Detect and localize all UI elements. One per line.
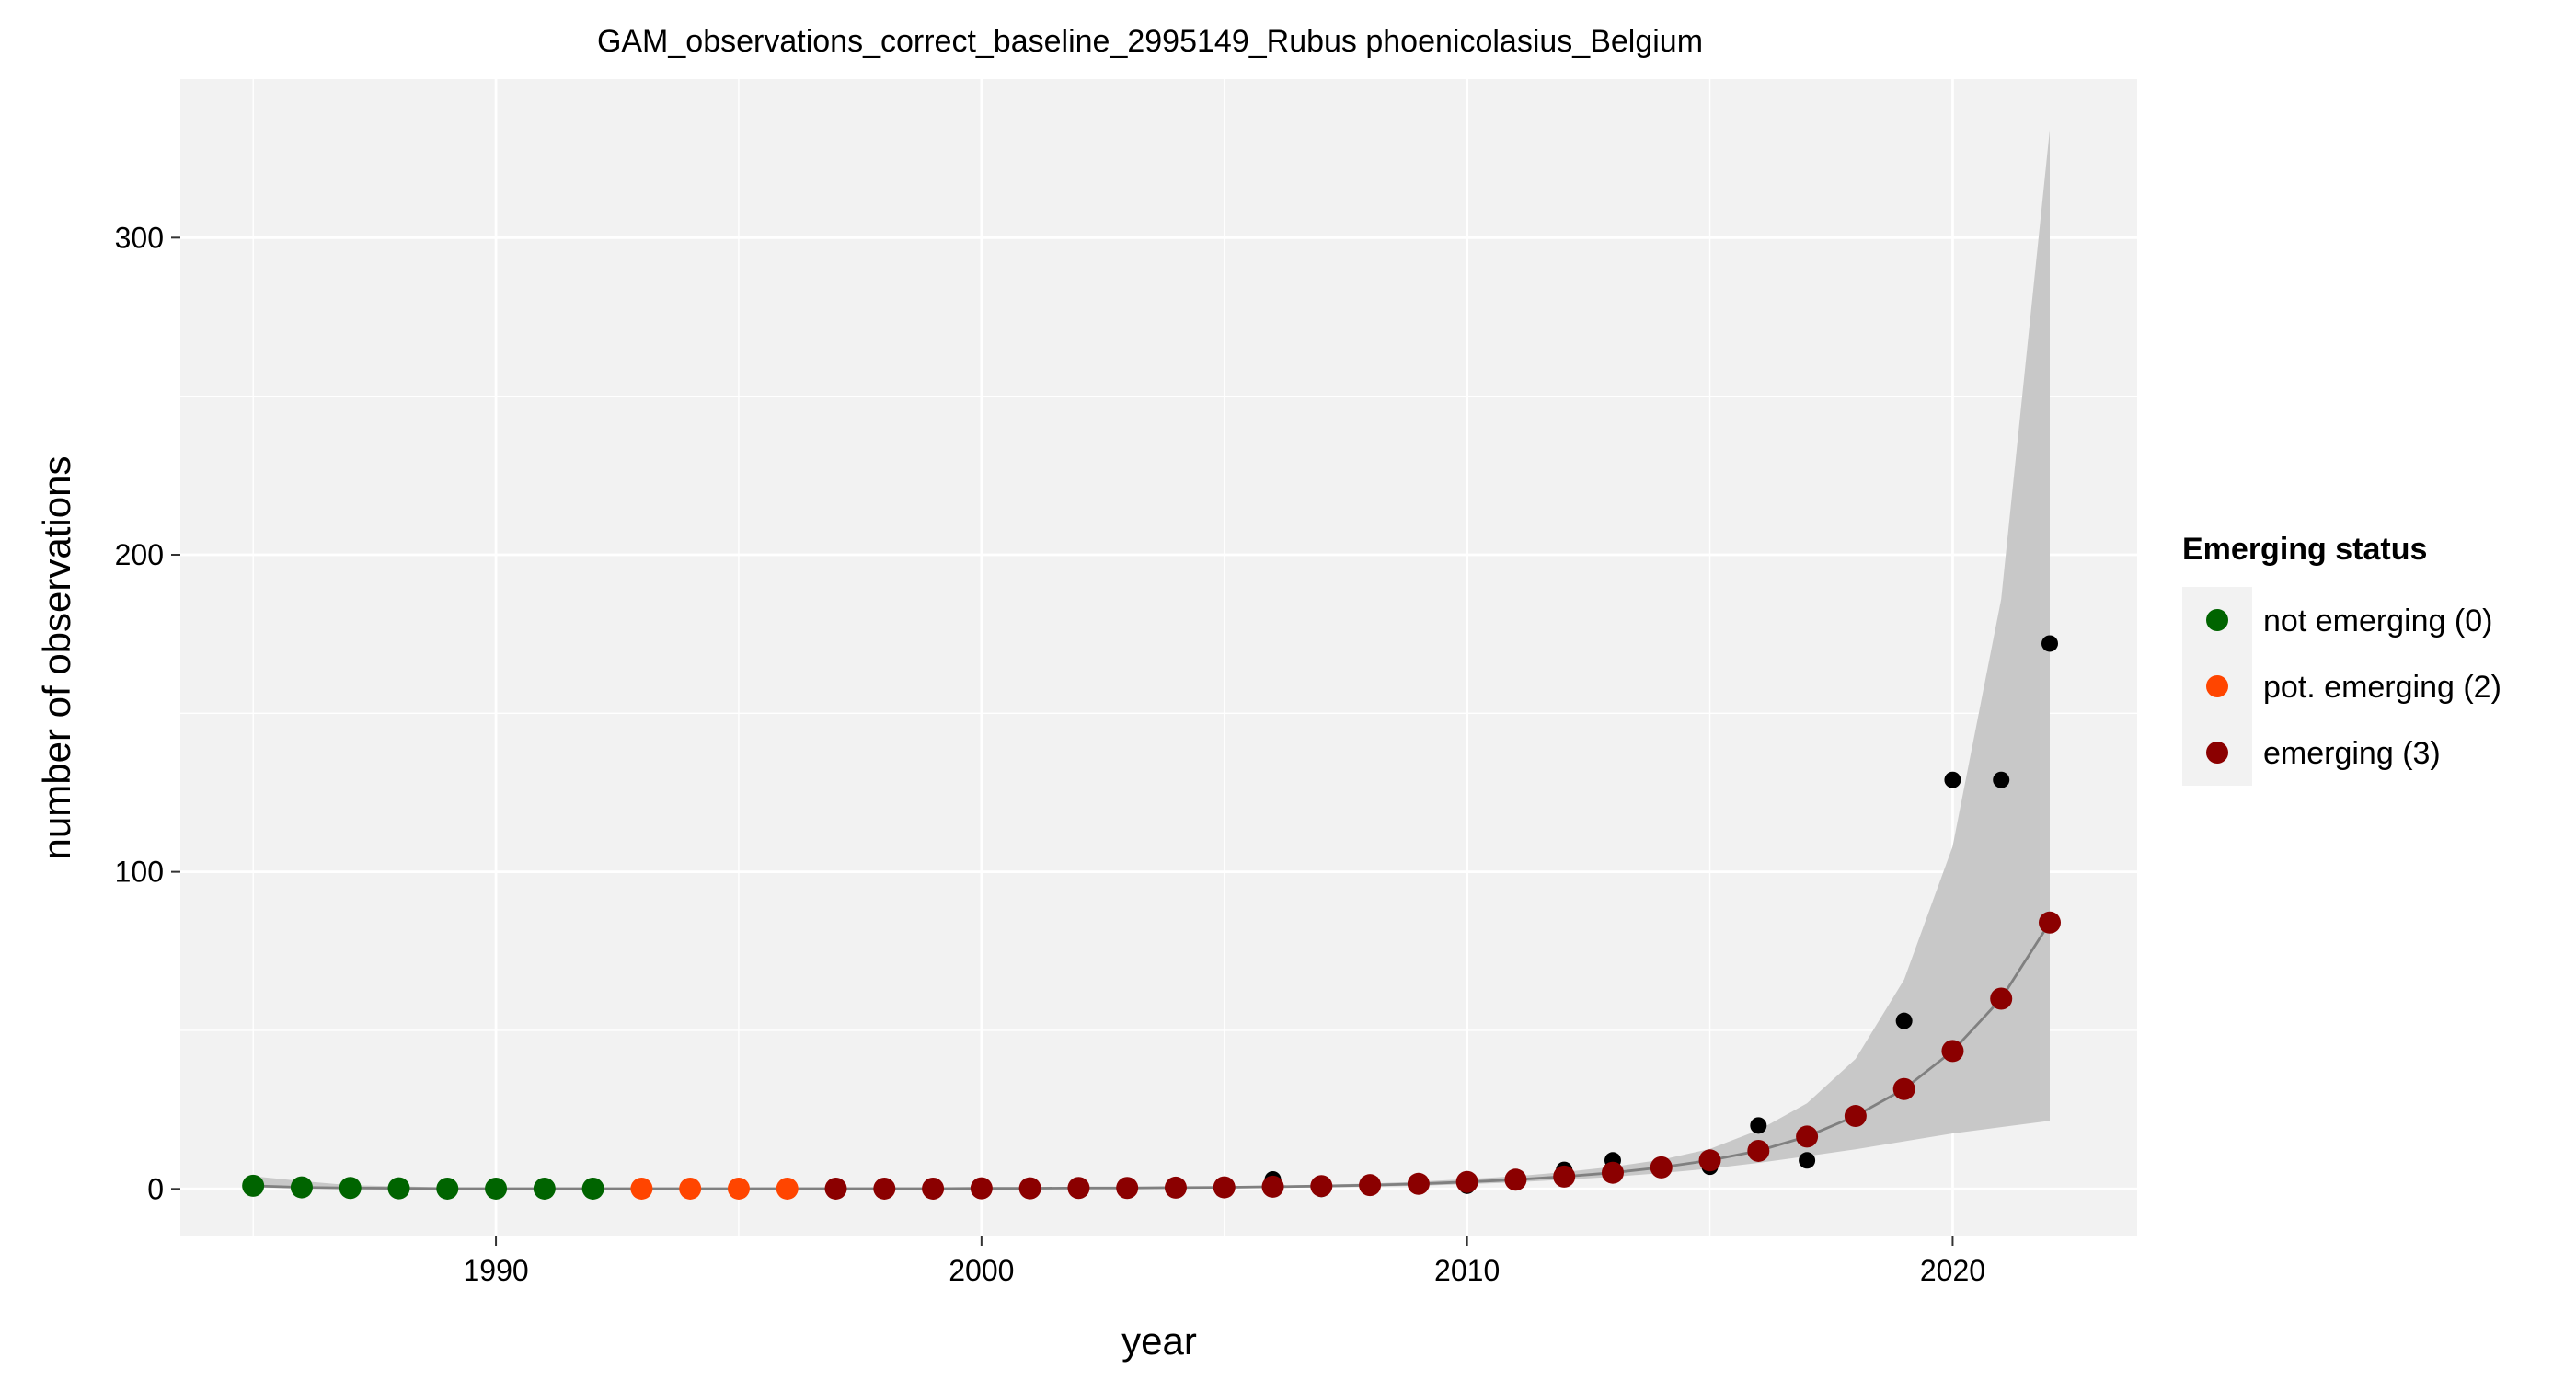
plot-panel <box>180 79 2137 1236</box>
status-point <box>1650 1156 1673 1179</box>
status-point <box>727 1177 750 1200</box>
y-axis: 0 100 200 300 <box>115 221 180 1205</box>
status-point <box>485 1177 508 1200</box>
status-point <box>1359 1174 1382 1197</box>
status-point <box>1504 1168 1527 1191</box>
status-point <box>1892 1077 1915 1100</box>
status-point <box>1310 1175 1333 1198</box>
y-tick-label: 200 <box>115 538 164 571</box>
chart-title: GAM_observations_correct_baseline_299514… <box>597 24 1703 59</box>
status-point <box>1018 1177 1041 1200</box>
status-point <box>1455 1170 1478 1193</box>
status-point <box>970 1177 993 1200</box>
status-point <box>1941 1040 1964 1063</box>
x-tick-label: 2000 <box>949 1254 1014 1287</box>
legend-label: pot. emerging (2) <box>2263 670 2501 705</box>
status-point <box>1601 1161 1624 1184</box>
legend-label: emerging (3) <box>2263 736 2441 771</box>
x-tick-label: 1990 <box>463 1254 528 1287</box>
y-tick-label: 100 <box>115 856 164 889</box>
status-points-layer <box>242 911 2061 1200</box>
observed-point <box>1750 1117 1767 1134</box>
status-point <box>1844 1105 1867 1128</box>
x-axis: 1990 2000 2010 2020 <box>463 1236 1985 1287</box>
confidence-band-layer <box>253 130 2051 1190</box>
minor-gridlines <box>180 79 2137 1236</box>
legend-key <box>2206 742 2228 764</box>
legend-label: not emerging (0) <box>2263 604 2492 638</box>
status-point <box>1213 1176 1236 1199</box>
status-point <box>1747 1139 1770 1162</box>
observed-point <box>1993 771 2010 788</box>
status-point <box>581 1177 604 1200</box>
confidence-band <box>253 130 2051 1190</box>
status-point <box>1407 1172 1430 1195</box>
status-point <box>1698 1149 1721 1172</box>
status-point <box>1261 1175 1284 1198</box>
observed-point <box>2041 635 2058 652</box>
x-axis-title: year <box>1121 1319 1197 1363</box>
status-point <box>1553 1165 1576 1188</box>
status-point <box>776 1177 799 1200</box>
status-point <box>873 1177 896 1200</box>
status-point <box>824 1177 847 1200</box>
legend-key <box>2206 609 2228 631</box>
status-point <box>679 1177 702 1200</box>
status-point <box>1067 1177 1090 1200</box>
status-point <box>1990 987 2013 1010</box>
observed-point <box>1895 1012 1913 1029</box>
status-point <box>922 1177 945 1200</box>
legend-title: Emerging status <box>2182 532 2427 567</box>
status-point <box>533 1177 556 1200</box>
x-tick-label: 2010 <box>1434 1254 1500 1287</box>
y-axis-title: number of observations <box>35 456 78 860</box>
observed-point <box>1799 1152 1816 1169</box>
legend-key <box>2206 675 2228 697</box>
legend: Emerging status not emerging (0) pot. eme… <box>2182 532 2501 786</box>
status-point <box>1796 1125 1819 1148</box>
status-point <box>2038 911 2061 934</box>
status-point <box>1116 1177 1139 1200</box>
status-point <box>1164 1176 1187 1199</box>
status-point <box>436 1177 459 1200</box>
status-point <box>290 1176 313 1199</box>
y-tick-label: 0 <box>147 1172 164 1205</box>
status-point <box>242 1174 265 1197</box>
status-point <box>630 1177 653 1200</box>
observed-point <box>1944 771 1961 788</box>
y-tick-label: 300 <box>115 221 164 254</box>
status-point <box>387 1177 410 1200</box>
x-tick-label: 2020 <box>1920 1254 1985 1287</box>
status-point <box>339 1177 362 1200</box>
